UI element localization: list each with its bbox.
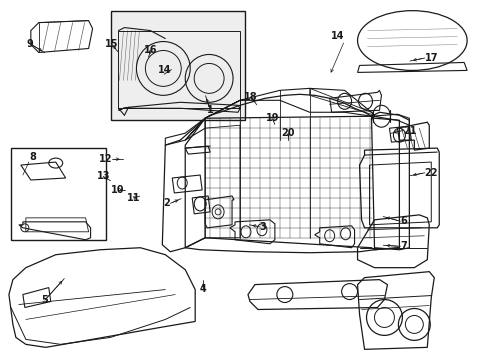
Text: 19: 19 [265,113,279,123]
Text: 16: 16 [144,45,158,55]
Text: 5: 5 [41,295,48,305]
Text: 17: 17 [424,53,437,63]
Text: 3: 3 [259,222,265,231]
Text: 20: 20 [281,129,294,138]
Text: 6: 6 [400,216,407,226]
Text: 1: 1 [206,105,213,115]
Text: 13: 13 [96,171,110,181]
Text: 9: 9 [27,39,34,49]
Text: 8: 8 [29,152,36,162]
Text: 21: 21 [402,126,415,135]
Text: 7: 7 [400,241,407,251]
Text: 12: 12 [98,154,112,164]
Text: 22: 22 [424,168,437,178]
Text: 10: 10 [111,185,124,195]
Text: 14: 14 [158,64,171,75]
Text: 18: 18 [244,92,257,102]
Text: 4: 4 [199,284,206,294]
Bar [110,11,244,120]
Bar [11,148,105,240]
Text: 15: 15 [105,40,119,49]
Text: 2: 2 [163,198,170,208]
Text: 14: 14 [330,31,344,41]
Text: 11: 11 [126,193,140,203]
